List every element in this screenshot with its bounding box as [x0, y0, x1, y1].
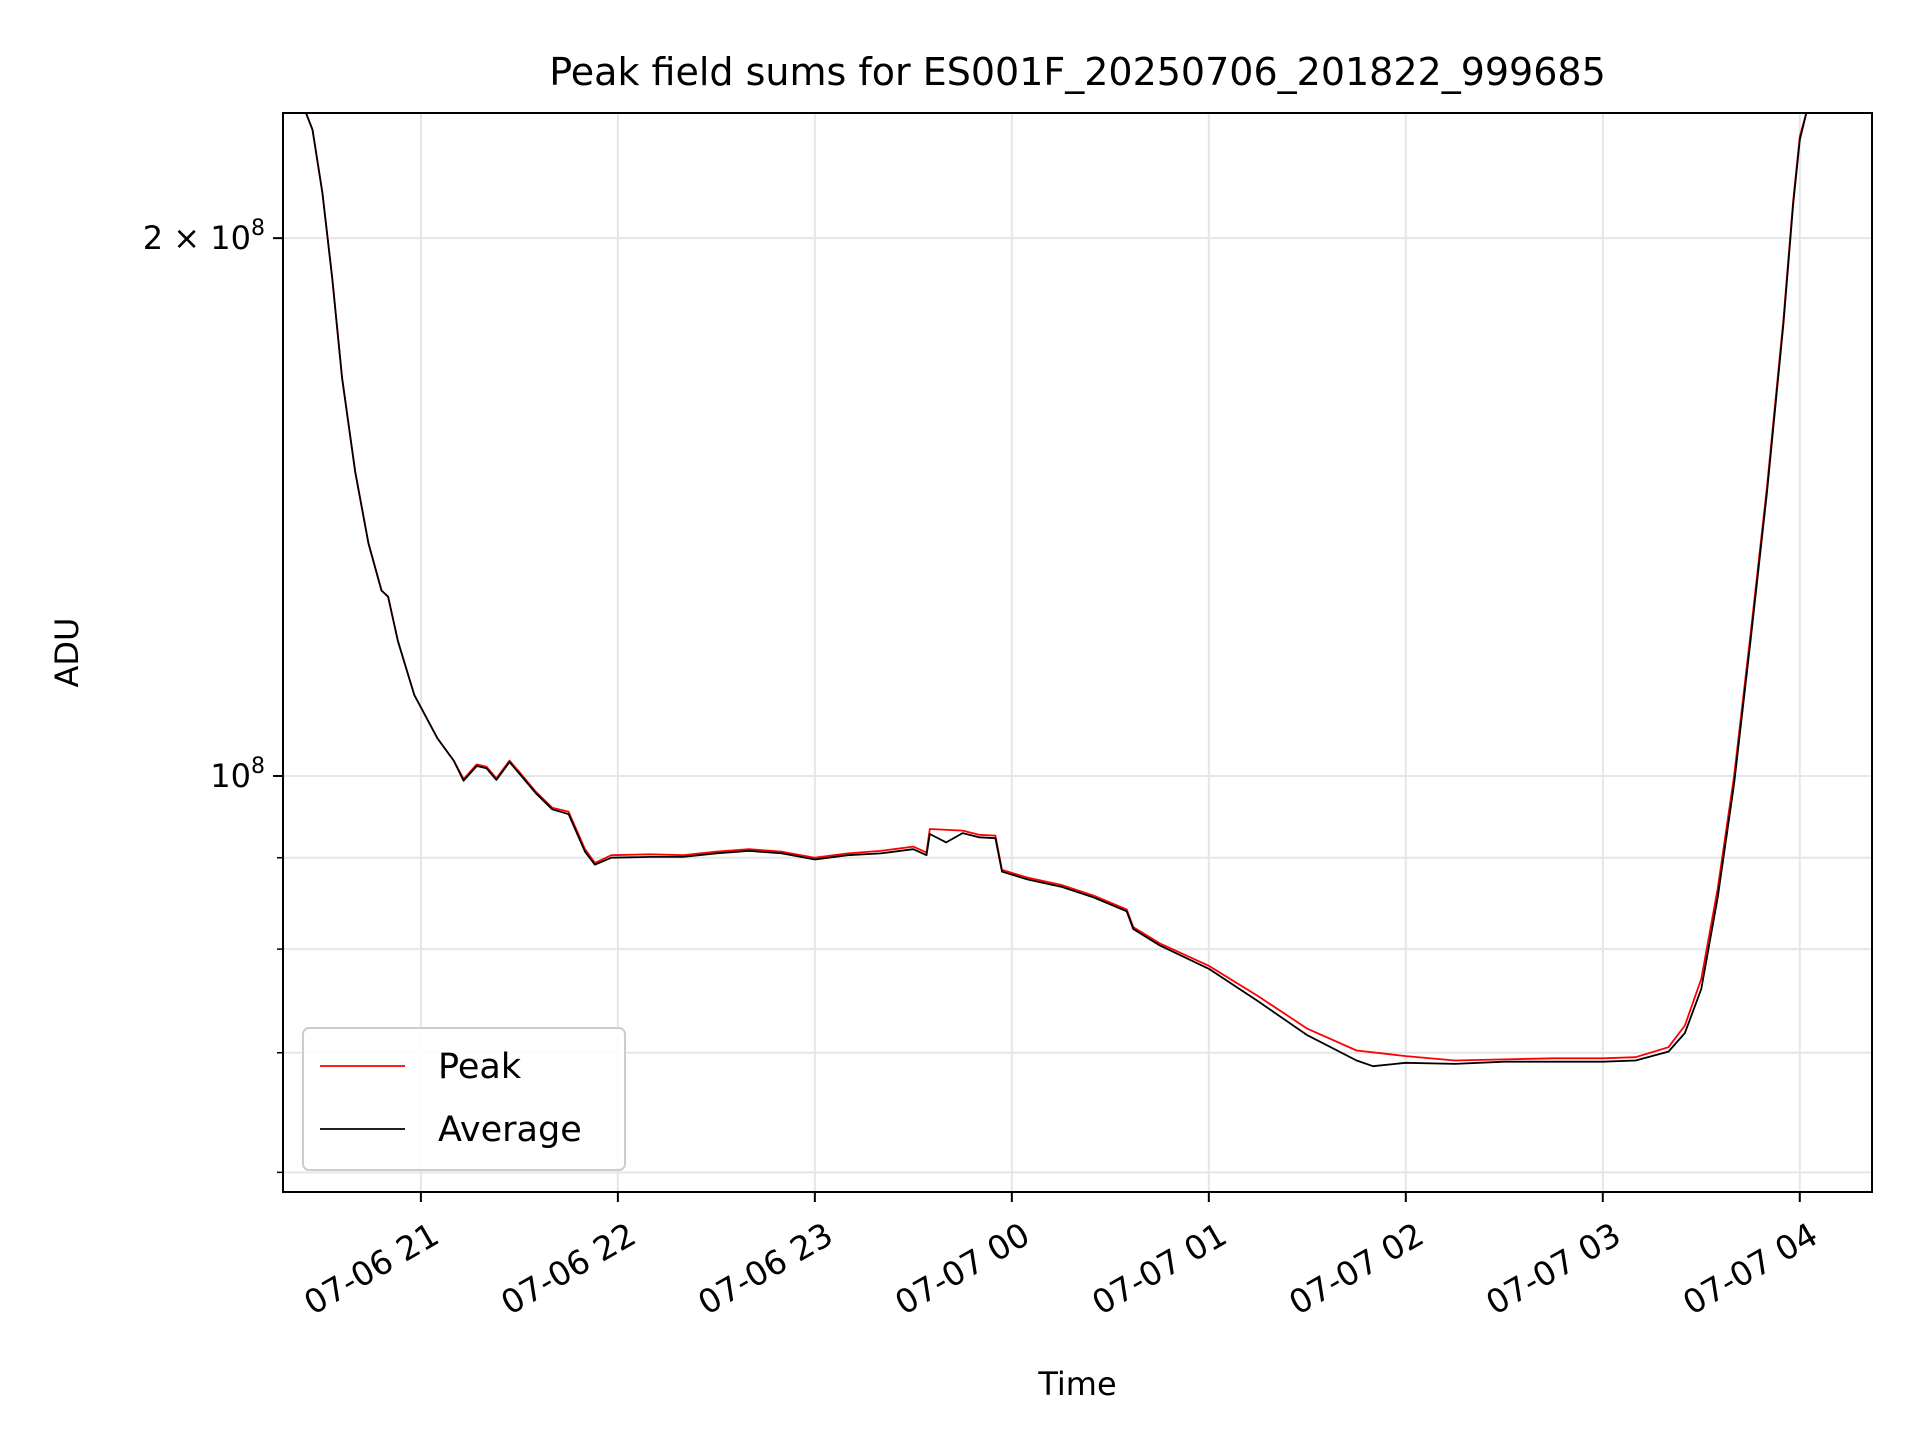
- y-tick-label: 108: [210, 754, 265, 795]
- y-axis: 108 2 × 108: [143, 216, 283, 1174]
- chart-title: Peak field sums for ES001F_20250706_2018…: [549, 50, 1606, 94]
- y-axis-label: ADU: [48, 618, 86, 688]
- legend-label-peak: Peak: [438, 1047, 522, 1087]
- legend-label-average: Average: [438, 1110, 582, 1150]
- legend-box: [302, 1027, 626, 1171]
- y-tick-label: 2 × 108: [143, 216, 265, 257]
- series-lines: [283, 113, 1872, 1068]
- legend: Peak Average: [302, 1027, 626, 1171]
- plot-frame: [282, 112, 1873, 1193]
- series-line-average: [283, 113, 1872, 1068]
- x-axis-label: Time: [1037, 1365, 1116, 1403]
